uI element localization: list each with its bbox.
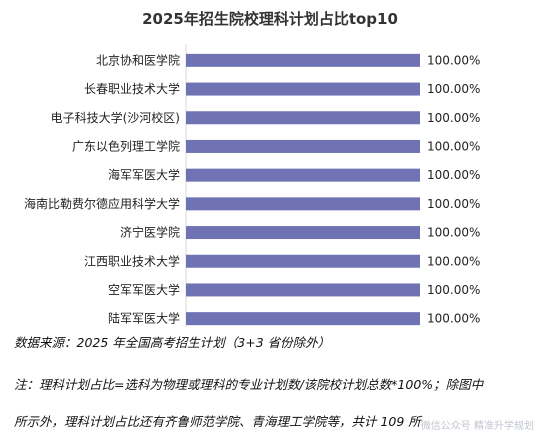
category-label: 海军军医大学 bbox=[108, 167, 180, 182]
category-label: 北京协和医学院 bbox=[96, 52, 180, 67]
bar bbox=[186, 53, 420, 67]
footnote-line-1: 注：理科计划占比=选科为物理或理科的专业计划数/该院校计划总数*100%；除图中 bbox=[14, 377, 484, 392]
category-label: 济宁医学院 bbox=[120, 225, 180, 240]
chart-title: 2025年招生院校理科计划占比top10 bbox=[142, 10, 398, 28]
bar bbox=[186, 197, 420, 211]
value-label: 100.00% bbox=[427, 111, 480, 125]
bar bbox=[186, 168, 420, 182]
value-label: 100.00% bbox=[427, 82, 480, 96]
category-label: 长春职业技术大学 bbox=[84, 81, 180, 96]
bar-chart: 北京协和医学院 100.00% 长春职业技术大学 100.00% 电子科技大学(沙河校区… bbox=[24, 44, 480, 327]
value-label: 100.00% bbox=[427, 226, 480, 240]
value-label: 100.00% bbox=[427, 139, 480, 153]
value-label: 100.00% bbox=[427, 53, 480, 67]
bars-layer: 北京协和医学院 100.00% 长春职业技术大学 100.00% 电子科技大学(沙河校区… bbox=[24, 52, 480, 325]
category-label: 江西职业技术大学 bbox=[84, 253, 180, 268]
category-label: 海南比勒费尔德应用科学大学 bbox=[24, 196, 180, 211]
category-label: 电子科技大学(沙河校区) bbox=[51, 110, 180, 125]
bar bbox=[186, 283, 420, 297]
footnote-line-2: 所示外，理科计划占比还有齐鲁师范学院、青海理工学院等，共计 109 所 bbox=[14, 414, 421, 429]
value-label: 100.00% bbox=[427, 283, 480, 297]
bar bbox=[186, 254, 420, 268]
bar bbox=[186, 82, 420, 96]
bar bbox=[186, 312, 420, 326]
category-label: 广东以色列理工学院 bbox=[72, 138, 180, 153]
bar bbox=[186, 111, 420, 125]
bar bbox=[186, 139, 420, 153]
watermark-text: 微信公众号 精准升学规划 bbox=[420, 421, 534, 432]
value-label: 100.00% bbox=[427, 197, 480, 211]
value-label: 100.00% bbox=[427, 168, 480, 182]
category-label: 陆军军医大学 bbox=[108, 311, 180, 326]
bar bbox=[186, 226, 420, 240]
value-label: 100.00% bbox=[427, 254, 480, 268]
data-source-note: 数据来源：2025 年全国高考招生计划（3+3 省份除外） bbox=[14, 335, 331, 350]
value-label: 100.00% bbox=[427, 312, 480, 326]
category-label: 空军军医大学 bbox=[108, 282, 180, 297]
